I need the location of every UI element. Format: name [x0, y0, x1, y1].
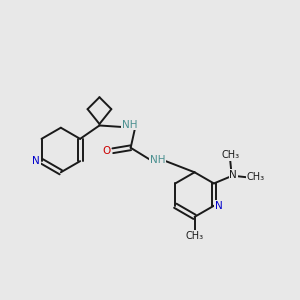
Text: CH₃: CH₃: [246, 172, 265, 182]
Text: N: N: [215, 201, 223, 211]
Text: CH₃: CH₃: [186, 231, 204, 241]
Text: N: N: [229, 170, 237, 180]
Text: N: N: [32, 156, 40, 166]
Text: NH: NH: [122, 120, 137, 130]
Text: CH₃: CH₃: [221, 150, 240, 160]
Text: NH: NH: [150, 155, 166, 165]
Text: O: O: [102, 146, 110, 156]
